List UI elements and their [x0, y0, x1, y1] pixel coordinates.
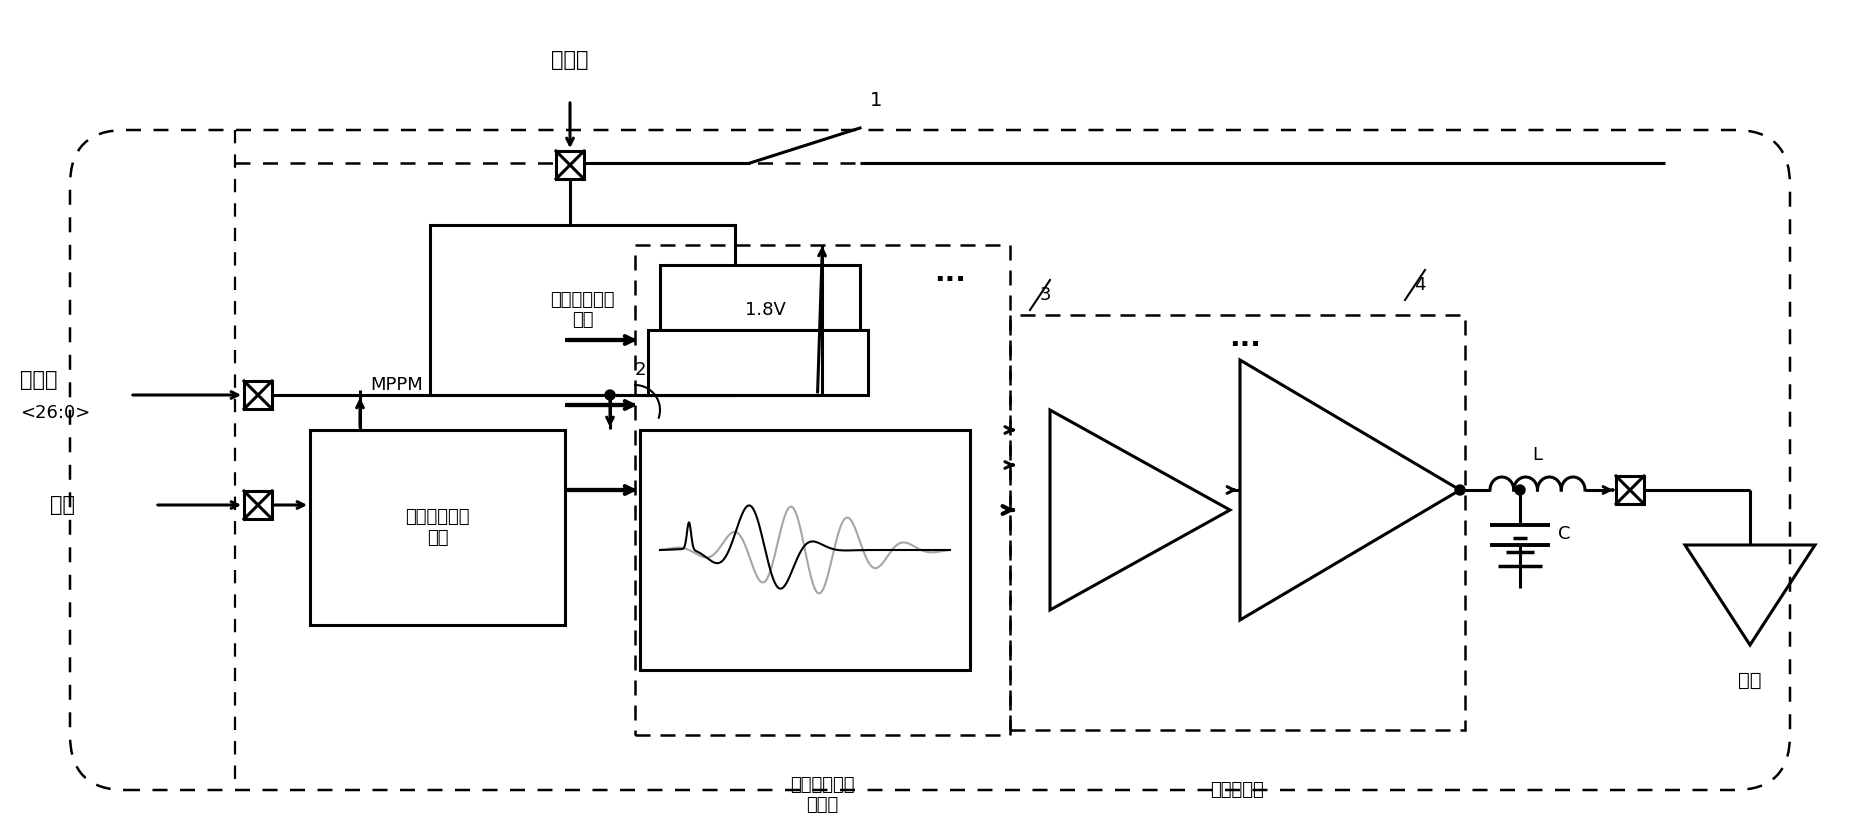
Text: 3: 3 [1040, 286, 1051, 304]
Text: 锂电池: 锂电池 [551, 50, 588, 70]
Text: 功率放大器: 功率放大器 [1210, 781, 1264, 799]
Text: ···: ··· [1229, 331, 1261, 359]
Text: 时钟: 时钟 [51, 495, 75, 515]
Text: 4: 4 [1414, 276, 1425, 294]
Text: 1.8V: 1.8V [745, 301, 787, 319]
Bar [311, 430, 566, 625]
Bar [659, 265, 860, 330]
Bar [431, 225, 734, 395]
Circle shape [605, 390, 614, 400]
Bar [648, 330, 867, 395]
Bar [243, 491, 272, 519]
Bar [243, 381, 272, 409]
Bar [1616, 476, 1644, 504]
Text: 天线: 天线 [1738, 670, 1762, 690]
Circle shape [1455, 485, 1465, 495]
Text: 数字转换时间
单元: 数字转换时间 单元 [405, 508, 470, 547]
Bar [556, 151, 584, 179]
Text: 2: 2 [635, 361, 646, 379]
Text: 数字化脉冲发
生单元: 数字化脉冲发 生单元 [790, 776, 854, 814]
Text: 低压差线性稳
压器: 低压差线性稳 压器 [551, 291, 614, 329]
Text: MPPM: MPPM [371, 376, 423, 394]
Bar [641, 430, 970, 670]
Text: L: L [1532, 446, 1541, 464]
Text: C: C [1558, 525, 1570, 543]
Circle shape [1515, 485, 1525, 495]
Text: 数据位: 数据位 [21, 370, 58, 390]
Text: ···: ··· [935, 266, 966, 294]
Text: <26:0>: <26:0> [21, 404, 90, 422]
Text: 1: 1 [869, 90, 882, 110]
